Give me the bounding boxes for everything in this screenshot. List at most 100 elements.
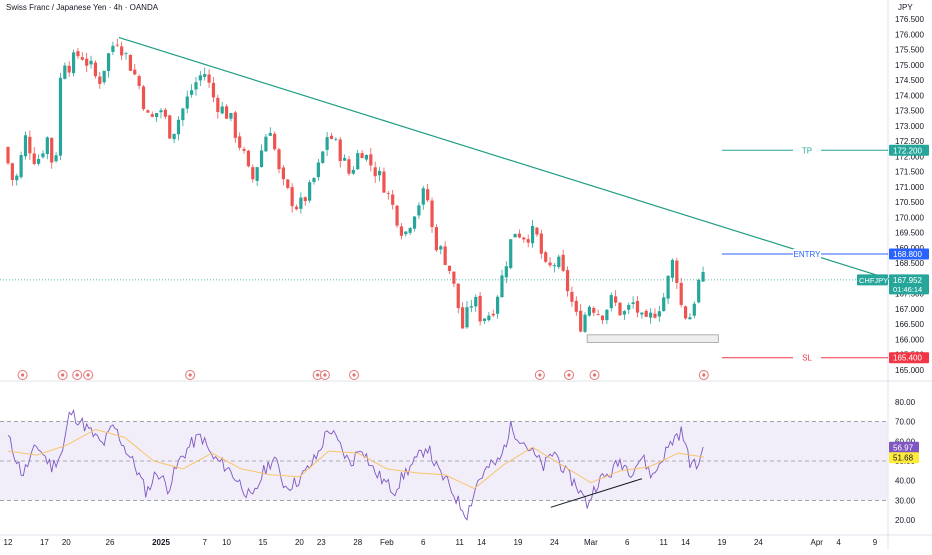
candle bbox=[587, 305, 591, 317]
candle bbox=[561, 249, 565, 273]
candle-body bbox=[185, 96, 189, 109]
candle-body bbox=[54, 155, 58, 162]
candle-body bbox=[115, 44, 119, 46]
candle bbox=[316, 158, 320, 181]
candle bbox=[233, 110, 237, 143]
candle bbox=[120, 41, 124, 61]
candle bbox=[181, 107, 185, 127]
candle bbox=[203, 67, 207, 81]
candle-body bbox=[23, 135, 28, 157]
candle bbox=[207, 69, 211, 88]
candle bbox=[115, 38, 119, 47]
candle-body bbox=[504, 266, 508, 278]
level-price-label: 165.400 bbox=[893, 354, 922, 363]
event-marker bbox=[83, 370, 94, 380]
candle bbox=[255, 166, 259, 186]
time-tick-label: 4 bbox=[836, 538, 841, 547]
event-marker bbox=[72, 370, 83, 380]
candle-body bbox=[71, 52, 76, 74]
candle-body bbox=[321, 151, 325, 163]
candle-body bbox=[692, 303, 696, 316]
candle-body bbox=[163, 109, 167, 117]
candle-body bbox=[159, 110, 163, 113]
candle bbox=[198, 71, 202, 86]
rsi-ma-value-badge bbox=[889, 452, 919, 464]
candle bbox=[360, 150, 364, 159]
candle-body bbox=[356, 153, 360, 170]
candle-body bbox=[194, 82, 198, 90]
candle-body bbox=[369, 154, 373, 166]
candle-body bbox=[487, 315, 491, 321]
rsi-tick-label: 30.00 bbox=[895, 496, 916, 505]
rsi-tick-label: 80.00 bbox=[895, 398, 916, 407]
price-tick-label: 173.000 bbox=[895, 122, 924, 131]
candle-body bbox=[281, 167, 285, 180]
price-tick-label: 170.500 bbox=[895, 198, 924, 207]
candle-body bbox=[618, 302, 622, 316]
level-price-badge bbox=[889, 352, 929, 364]
candle bbox=[627, 302, 631, 315]
candle-body bbox=[37, 158, 41, 164]
event-marker-dot bbox=[538, 373, 542, 377]
candle bbox=[98, 71, 102, 89]
level-label: TP bbox=[802, 146, 812, 155]
candle-body bbox=[474, 296, 478, 307]
level-price-label: 172.200 bbox=[893, 146, 922, 155]
candle bbox=[347, 156, 351, 176]
time-tick-label: 14 bbox=[477, 538, 486, 547]
event-marker bbox=[534, 370, 545, 380]
candle-body bbox=[251, 167, 255, 180]
candle bbox=[41, 150, 45, 159]
candle bbox=[23, 131, 28, 160]
candle-body bbox=[10, 163, 14, 180]
event-marker-dot bbox=[86, 373, 90, 377]
candle bbox=[565, 266, 570, 297]
candle-body bbox=[137, 76, 141, 86]
candle-body bbox=[526, 239, 530, 243]
candle bbox=[168, 114, 172, 139]
candle-body bbox=[391, 194, 395, 205]
time-tick-label: 24 bbox=[550, 538, 559, 547]
candle bbox=[10, 162, 14, 186]
time-tick-label: Mar bbox=[584, 538, 598, 547]
candle-body bbox=[67, 65, 71, 73]
candle-body bbox=[552, 265, 557, 267]
candle-body bbox=[45, 137, 49, 155]
candle-body bbox=[452, 271, 456, 284]
candle-body bbox=[675, 260, 679, 283]
candle-body bbox=[41, 153, 45, 158]
candle-body bbox=[85, 58, 89, 66]
candle-body bbox=[238, 136, 242, 148]
price-tick-label: 176.000 bbox=[895, 30, 924, 39]
candle-body bbox=[58, 77, 63, 156]
candle bbox=[522, 236, 526, 243]
candle-body bbox=[614, 296, 618, 303]
candle-body bbox=[224, 106, 229, 119]
candle-body bbox=[6, 147, 10, 164]
candle bbox=[45, 136, 49, 160]
candle bbox=[465, 300, 469, 329]
candle bbox=[334, 137, 338, 142]
time-tick-label: 6 bbox=[421, 538, 426, 547]
candle bbox=[504, 261, 508, 284]
symbol-badge-bg bbox=[857, 274, 888, 286]
candle-body bbox=[491, 313, 495, 316]
rsi-line bbox=[7, 408, 704, 521]
candle bbox=[329, 132, 334, 140]
candle-body bbox=[343, 158, 347, 161]
candle bbox=[172, 133, 176, 144]
descending-trendline bbox=[118, 36, 898, 283]
time-tick-label: 6 bbox=[625, 538, 630, 547]
time-tick-label: 9 bbox=[873, 538, 878, 547]
time-tick-label: 17 bbox=[40, 538, 49, 547]
candle bbox=[67, 61, 71, 77]
level-label-bg bbox=[793, 352, 821, 363]
level-price-badge bbox=[889, 144, 929, 156]
time-tick-label: 24 bbox=[754, 538, 763, 547]
candle bbox=[583, 312, 587, 333]
candle-body bbox=[544, 252, 548, 262]
time-tick-label: 10 bbox=[222, 538, 231, 547]
candle-body bbox=[513, 233, 517, 238]
candle bbox=[535, 226, 539, 237]
